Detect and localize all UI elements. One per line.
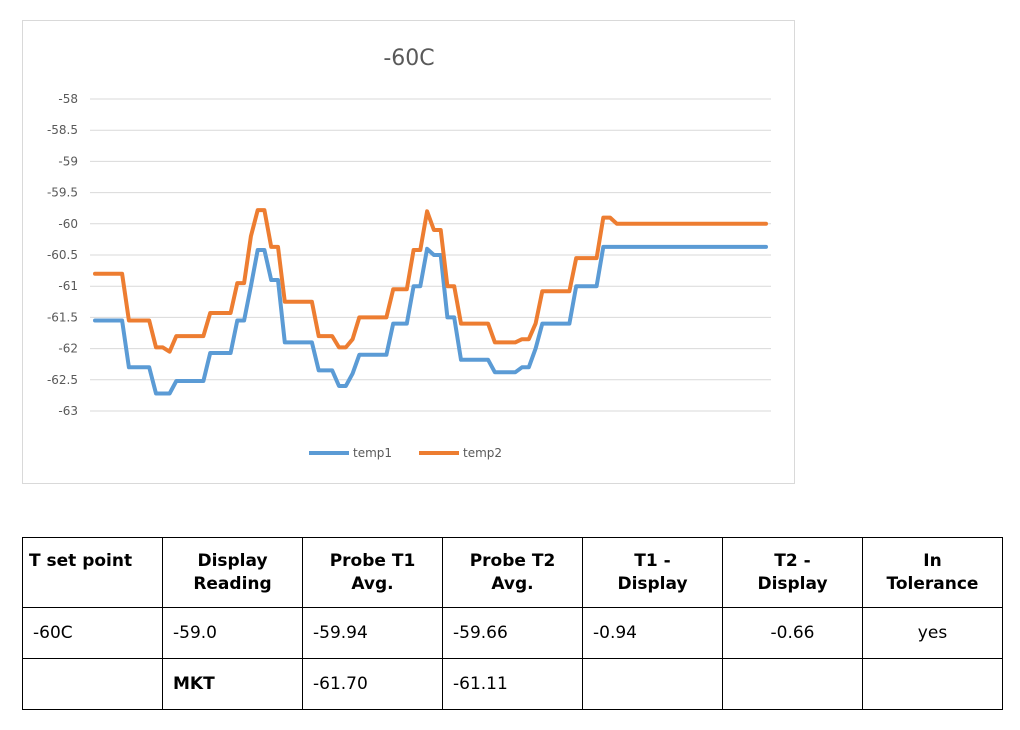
header-display-reading: Display Reading xyxy=(162,537,303,608)
table-cell: -60C xyxy=(22,607,163,659)
table-cell: -61.11 xyxy=(442,658,583,710)
table-cell xyxy=(722,658,863,710)
table-cell: yes xyxy=(862,607,1003,659)
series-lines xyxy=(93,208,768,396)
table-cell: MKT xyxy=(162,658,303,710)
header-t2-display: T2 - Display xyxy=(722,537,863,608)
y-axis-tick-labels: -58 -58.5 -59 -59.5 -60 -60.5 -61 -61.5 -62 -62.5… xyxy=(47,92,78,418)
table-header-row: T set point Display Reading Probe T1 Avg. … xyxy=(22,537,1003,608)
header-in-tolerance: In Tolerance xyxy=(862,537,1003,608)
y-tick-label: -61.5 xyxy=(47,310,78,324)
table-row: MKT -61.70 -61.11 xyxy=(22,658,1003,710)
y-tick-label: -58.5 xyxy=(47,123,78,137)
y-tick-label: -59 xyxy=(58,154,78,168)
table-cell xyxy=(862,658,1003,710)
y-tick-label: -63 xyxy=(58,404,78,418)
chart-title: -60C xyxy=(383,46,434,71)
table-cell xyxy=(22,658,163,710)
y-tick-label: -60.5 xyxy=(47,248,78,262)
chart-frame: -60C -58 -58.5 -59 -59.5 -60 -60.5 -61 -61.5 -62… xyxy=(22,20,795,484)
y-tick-label: -61 xyxy=(58,279,78,293)
header-t-set-point: T set point xyxy=(22,537,163,608)
table-cell: -59.94 xyxy=(302,607,443,659)
y-tick-label: -62 xyxy=(58,342,78,356)
table-row: -60C -59.0 -59.94 -59.66 -0.94 -0.66 yes xyxy=(22,607,1003,659)
line-chart: -60C -58 -58.5 -59 -59.5 -60 -60.5 -61 -61.5 -62… xyxy=(47,46,771,460)
legend-label-temp1: temp1 xyxy=(353,446,392,460)
table-cell: -59.0 xyxy=(162,607,303,659)
y-tick-label: -62.5 xyxy=(47,373,78,387)
series-line-temp1 xyxy=(93,244,768,396)
header-probe-t1-avg: Probe T1 Avg. xyxy=(302,537,443,608)
table-cell: -61.70 xyxy=(302,658,443,710)
header-probe-t2-avg: Probe T2 Avg. xyxy=(442,537,583,608)
results-table: T set point Display Reading Probe T1 Avg. … xyxy=(22,537,1003,710)
header-t1-display: T1 - Display xyxy=(582,537,723,608)
y-tick-label: -60 xyxy=(58,217,78,231)
table-cell: -59.66 xyxy=(442,607,583,659)
table-cell xyxy=(582,658,723,710)
series-line-temp2 xyxy=(93,208,768,354)
legend-label-temp2: temp2 xyxy=(463,446,502,460)
legend: temp1 temp2 xyxy=(309,446,502,460)
y-tick-label: -58 xyxy=(58,92,78,106)
table-cell: -0.66 xyxy=(722,607,863,659)
gridlines xyxy=(90,98,771,412)
y-tick-label: -59.5 xyxy=(47,186,78,200)
table-cell: -0.94 xyxy=(582,607,723,659)
